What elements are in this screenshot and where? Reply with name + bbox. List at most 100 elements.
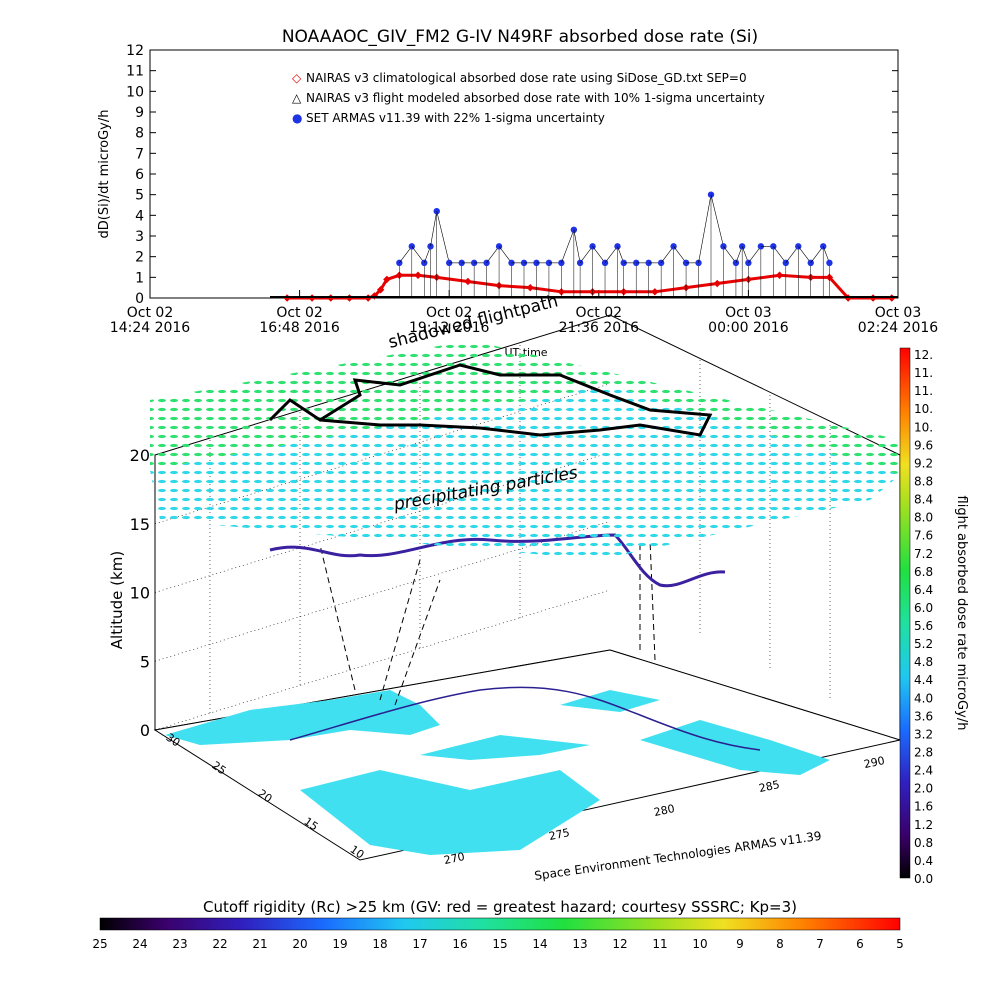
longitude-tick-label: 290 — [863, 754, 886, 771]
colorbar-cutoff-tick: 7 — [816, 937, 824, 951]
armas-connector — [411, 246, 425, 264]
x-tick-date: Oct 02 — [276, 305, 322, 321]
credit-text: Space Environment Technologies ARMAS v11… — [533, 829, 822, 883]
altitude-tick-label: 20 — [130, 446, 150, 465]
shadowed-flightpath — [268, 363, 713, 437]
y-tick-label: 1 — [135, 270, 144, 286]
colorbar-cutoff-tick: 24 — [132, 937, 147, 951]
colorbar-cutoff-tick: 20 — [292, 937, 307, 951]
colorbar-dose-rate: 12. 11. 11. 10. 10. 9.6 9.2 8.8 8.4 8.0 7.6 7.2 6.8 6… — [899, 347, 969, 886]
altitude-tick-label: 0 — [140, 721, 150, 740]
altitude-ticks: 0 5 10 15 20 — [130, 446, 150, 740]
legend-entry: NAIRAS v3 climatological absorbed dose r… — [306, 71, 747, 85]
y-tick-label: 2 — [135, 250, 144, 266]
x-tick-time: 00:00 2016 — [708, 320, 789, 336]
y-tick-label: 9 — [135, 105, 144, 121]
colorbar-cutoff-tick: 10 — [692, 937, 707, 951]
colorbar-dose-rate-tick: 5.2 — [914, 637, 933, 651]
colorbar-dose-rate-tick: 5.6 — [914, 619, 933, 633]
armas-connector — [399, 246, 413, 264]
armas-point — [470, 259, 478, 267]
altitude-gridline — [154, 314, 611, 456]
colorbar-dose-rate-tick: 3.2 — [914, 727, 933, 741]
colorbar-dose-rate-tick: 2.4 — [914, 764, 933, 778]
ascent-descent-paths — [319, 539, 656, 706]
colorbar-dose-rate-label: flight absorbed dose rate microGy/h — [954, 496, 969, 731]
colorbar-dose-rate-tick: 0.4 — [914, 854, 933, 868]
chart-title: NOAAAOC_GIV_FM2 G-IV N49RF absorbed dose… — [282, 27, 758, 47]
colorbar-dose-rate-tick: 4.0 — [914, 691, 933, 705]
colorbar-dose-rate-tick: 12. — [914, 348, 933, 362]
altitude-tick-label: 5 — [140, 652, 150, 671]
colorbar-dose-rate-tick: 0.8 — [914, 836, 933, 850]
armas-point — [826, 259, 833, 267]
x-tick-time: 16:48 2016 — [259, 320, 340, 336]
x-tick-time: 14:24 2016 — [110, 320, 191, 336]
legend-symbol: ◇ — [292, 71, 302, 85]
armas-connector — [486, 246, 500, 264]
y-axis-label: dD(Si)/dt microGy/h — [97, 110, 112, 239]
legend-entry: NAIRAS v3 flight modeled absorbed dose r… — [306, 91, 765, 105]
colorbar-cutoff-ticks: 25 24 23 22 21 20 19 18 17 16 15 14 13 12 11 10 9 8 7 6 5 — [92, 937, 903, 951]
x-tick-time: 02:24 2016 — [858, 320, 939, 336]
colorbar-dose-rate-tick: 8.8 — [914, 474, 933, 488]
colorbar-cutoff-tick: 18 — [372, 937, 387, 951]
legend: ◇ NAIRAS v3 climatological absorbed dose … — [292, 71, 765, 125]
colorbar-cutoff-tick: 9 — [736, 937, 744, 951]
colorbar-cutoff-tick: 5 — [896, 937, 904, 951]
colorbar-dose-rate-tick: 3.6 — [914, 709, 933, 723]
colorbar-cutoff-tick: 12 — [612, 937, 627, 951]
land-south-america — [300, 770, 600, 855]
altitude-tick-label: 15 — [130, 515, 150, 534]
colorbar-cutoff-tick: 19 — [332, 937, 347, 951]
y-tick-label: 12 — [126, 43, 144, 59]
colorbar-dose-rate-tick: 10. — [914, 402, 933, 416]
colorbar-dose-rate-tick: 6.0 — [914, 601, 933, 615]
colorbar-dose-rate-tick: 11. — [914, 366, 933, 380]
x-tick-date: Oct 03 — [875, 305, 921, 321]
colorbar-cutoff-tick: 8 — [776, 937, 784, 951]
armas-connector — [723, 246, 737, 264]
armas-connector — [773, 246, 787, 264]
y-tick-label: 8 — [135, 126, 144, 142]
longitude-tick-label: 280 — [653, 802, 676, 819]
colorbar-dose-rate-tick: 0.0 — [914, 872, 933, 886]
y-tick-label: 0 — [135, 291, 144, 307]
colorbar-dose-rate-tick: 7.6 — [914, 529, 933, 543]
land-gulf-coast — [640, 720, 830, 775]
y-tick-label: 7 — [135, 146, 144, 162]
armas-connector — [660, 246, 674, 264]
colorbar-dose-rate-tick: 9.6 — [914, 438, 933, 452]
armas-connector — [592, 246, 606, 264]
precip-layer-green — [150, 340, 900, 475]
land-cuba — [420, 735, 590, 760]
colorbar-cutoff-tick: 15 — [492, 937, 507, 951]
colorbar-cutoff-tick: 16 — [452, 937, 467, 951]
colorbar-cutoff-tick: 22 — [212, 937, 227, 951]
land-masses — [165, 690, 830, 855]
longitude-tick-label: 285 — [758, 778, 781, 795]
colorbar-dose-rate-tick: 2.0 — [914, 782, 933, 796]
series-armas — [396, 191, 833, 298]
x-tick-time: 21:36 2016 — [559, 320, 640, 336]
colorbar-cutoff-tick: 23 — [172, 937, 187, 951]
armas-connector — [604, 246, 618, 264]
colorbar-dose-rate-tick: 6.4 — [914, 583, 933, 597]
legend-entry: SET ARMAS v11.39 with 22% 1-sigma uncert… — [306, 111, 605, 125]
y-tick-label: 4 — [135, 208, 144, 224]
colorbar-cutoff-tick: 25 — [92, 937, 107, 951]
colorbar-cutoff-tick: 13 — [572, 937, 587, 951]
x-tick-date: Oct 02 — [127, 305, 173, 321]
clim-line — [287, 273, 892, 300]
colorbar-cutoff-rigidity: Cutoff rigidity (Rc) >25 km (GV: red = g… — [92, 898, 903, 951]
colorbar-cutoff-tick: 14 — [532, 937, 547, 951]
colorbar-cutoff-label: Cutoff rigidity (Rc) >25 km (GV: red = g… — [203, 898, 797, 916]
x-tick-date: Oct 03 — [725, 305, 771, 321]
legend-symbol: ● — [292, 111, 302, 125]
y-tick-label: 6 — [135, 167, 144, 183]
longitude-tick-label: 275 — [548, 826, 571, 843]
armas-connector — [579, 246, 593, 264]
